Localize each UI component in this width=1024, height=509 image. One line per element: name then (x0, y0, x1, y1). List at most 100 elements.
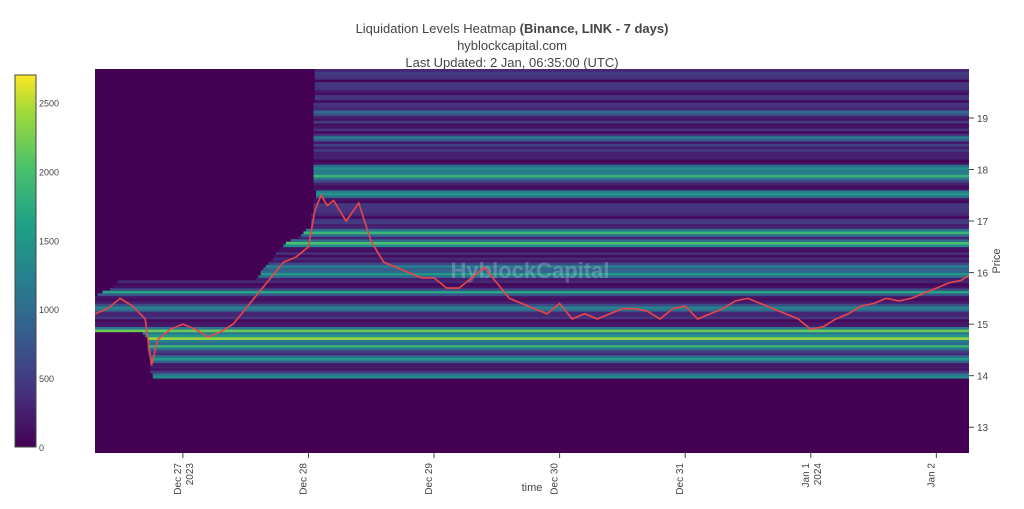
heatmap-row (152, 373, 969, 376)
heatmap-row (275, 251, 969, 255)
heatmap-row (314, 81, 969, 85)
heatmap-row (314, 97, 969, 101)
x-tick-label: Dec 27 (173, 463, 184, 495)
heatmap-row (152, 375, 969, 379)
title-main: Liquidation Levels Heatmap (355, 21, 520, 36)
watermark: HyblockCapital (451, 258, 610, 283)
heatmap-row (313, 200, 969, 204)
heatmap-row (258, 275, 969, 279)
heatmap-row (316, 190, 969, 194)
heatmap-row (147, 347, 969, 351)
heatmap-row (303, 231, 969, 235)
heatmap-row (95, 313, 969, 317)
heatmap-row (314, 87, 969, 90)
heatmap-row (112, 285, 969, 289)
y-tick-label: 15 (977, 320, 989, 331)
heatmap-row (95, 321, 969, 325)
heatmap-row (310, 223, 969, 227)
heatmap-row (300, 233, 969, 237)
heatmap-cells (95, 69, 969, 379)
colorbar-tick-label: 1000 (39, 305, 59, 315)
heatmap-row (313, 115, 969, 119)
heatmap-row (314, 79, 969, 83)
heatmap-row (313, 156, 969, 160)
heatmap-row (145, 334, 969, 338)
heatmap-row (95, 329, 969, 333)
colorbar-tick-label: 2000 (39, 167, 59, 177)
heatmap-row (313, 210, 969, 214)
colorbar-tick-label: 0 (39, 443, 44, 453)
x-tick-label: Jan 2 (926, 463, 937, 488)
heatmap-row (147, 337, 969, 340)
heatmap-row (313, 128, 969, 132)
heatmap-row (115, 282, 969, 286)
y-axis: 13 14 15 16 17 18 19 (969, 114, 989, 434)
heatmap-row (147, 342, 969, 346)
heatmap-row (95, 300, 969, 304)
heatmap-row (117, 280, 969, 284)
heatmap-row (313, 130, 969, 134)
heatmap-row (314, 94, 969, 98)
heatmap-row (313, 159, 969, 163)
heatmap-row (150, 365, 969, 369)
heatmap-row (313, 151, 969, 155)
heatmap-row (290, 239, 969, 242)
heatmap-row (314, 71, 969, 75)
heatmap-row (95, 308, 969, 312)
heatmap-row (313, 141, 969, 145)
colorbar (14, 74, 37, 448)
colorbar-tick-label: 500 (39, 374, 54, 384)
x-tick-label: Dec 28 (298, 463, 309, 495)
heatmap-row (260, 272, 969, 276)
heatmap-row (150, 360, 969, 364)
heatmap-row (260, 270, 969, 273)
heatmap-row (313, 148, 969, 152)
heatmap-row (278, 249, 969, 253)
heatmap-row (313, 105, 969, 108)
heatmap-row (95, 295, 969, 299)
heatmap-row (147, 349, 969, 353)
heatmap-row (313, 133, 969, 137)
colorbar-tick-label: 2500 (39, 99, 59, 109)
heatmap-row (313, 146, 969, 150)
heatmap-row (285, 241, 969, 245)
heatmap-row (310, 226, 969, 230)
x-tick-label: Dec 30 (550, 463, 561, 495)
heatmap-row (150, 355, 969, 358)
heatmap-row (142, 331, 969, 335)
heatmap-row (150, 357, 969, 361)
heatmap-row (95, 318, 969, 322)
heatmap-row (313, 187, 969, 191)
heatmap-row (95, 316, 969, 320)
x-tick-sublabel: 2023 (185, 463, 196, 486)
chart-title: Liquidation Levels Heatmap (Binance, LIN… (0, 20, 1024, 37)
heatmap-row (95, 311, 969, 315)
heatmap-row (310, 221, 969, 224)
heatmap-row (102, 290, 969, 294)
heatmap-row (313, 117, 969, 121)
heatmap-row (313, 102, 969, 106)
heatmap-row (147, 339, 969, 343)
title-bold: (Binance, LINK - 7 days) (519, 21, 669, 36)
heatmap-row (150, 367, 969, 371)
heatmap-row (313, 169, 969, 173)
heatmap-row (313, 112, 969, 116)
y-tick-label: 18 (977, 166, 989, 177)
heatmap-row (313, 177, 969, 181)
heatmap-row (314, 92, 969, 96)
heatmap-row (314, 84, 969, 88)
heatmap-row (313, 136, 969, 139)
heatmap-row (110, 288, 969, 291)
heatmap-row (313, 179, 969, 183)
heatmap-row (313, 164, 969, 168)
heatmap-row (313, 154, 969, 157)
x-tick-label: Jan 1 (801, 463, 812, 488)
heatmap-row (316, 195, 969, 199)
chart-title-block: Liquidation Levels Heatmap (Binance, LIN… (0, 20, 1024, 71)
heatmap-row (313, 197, 969, 201)
heatmap-row (313, 172, 969, 175)
y-tick-label: 17 (977, 217, 989, 228)
heatmap-row (310, 218, 969, 222)
x-tick-label: Dec 29 (424, 463, 435, 495)
